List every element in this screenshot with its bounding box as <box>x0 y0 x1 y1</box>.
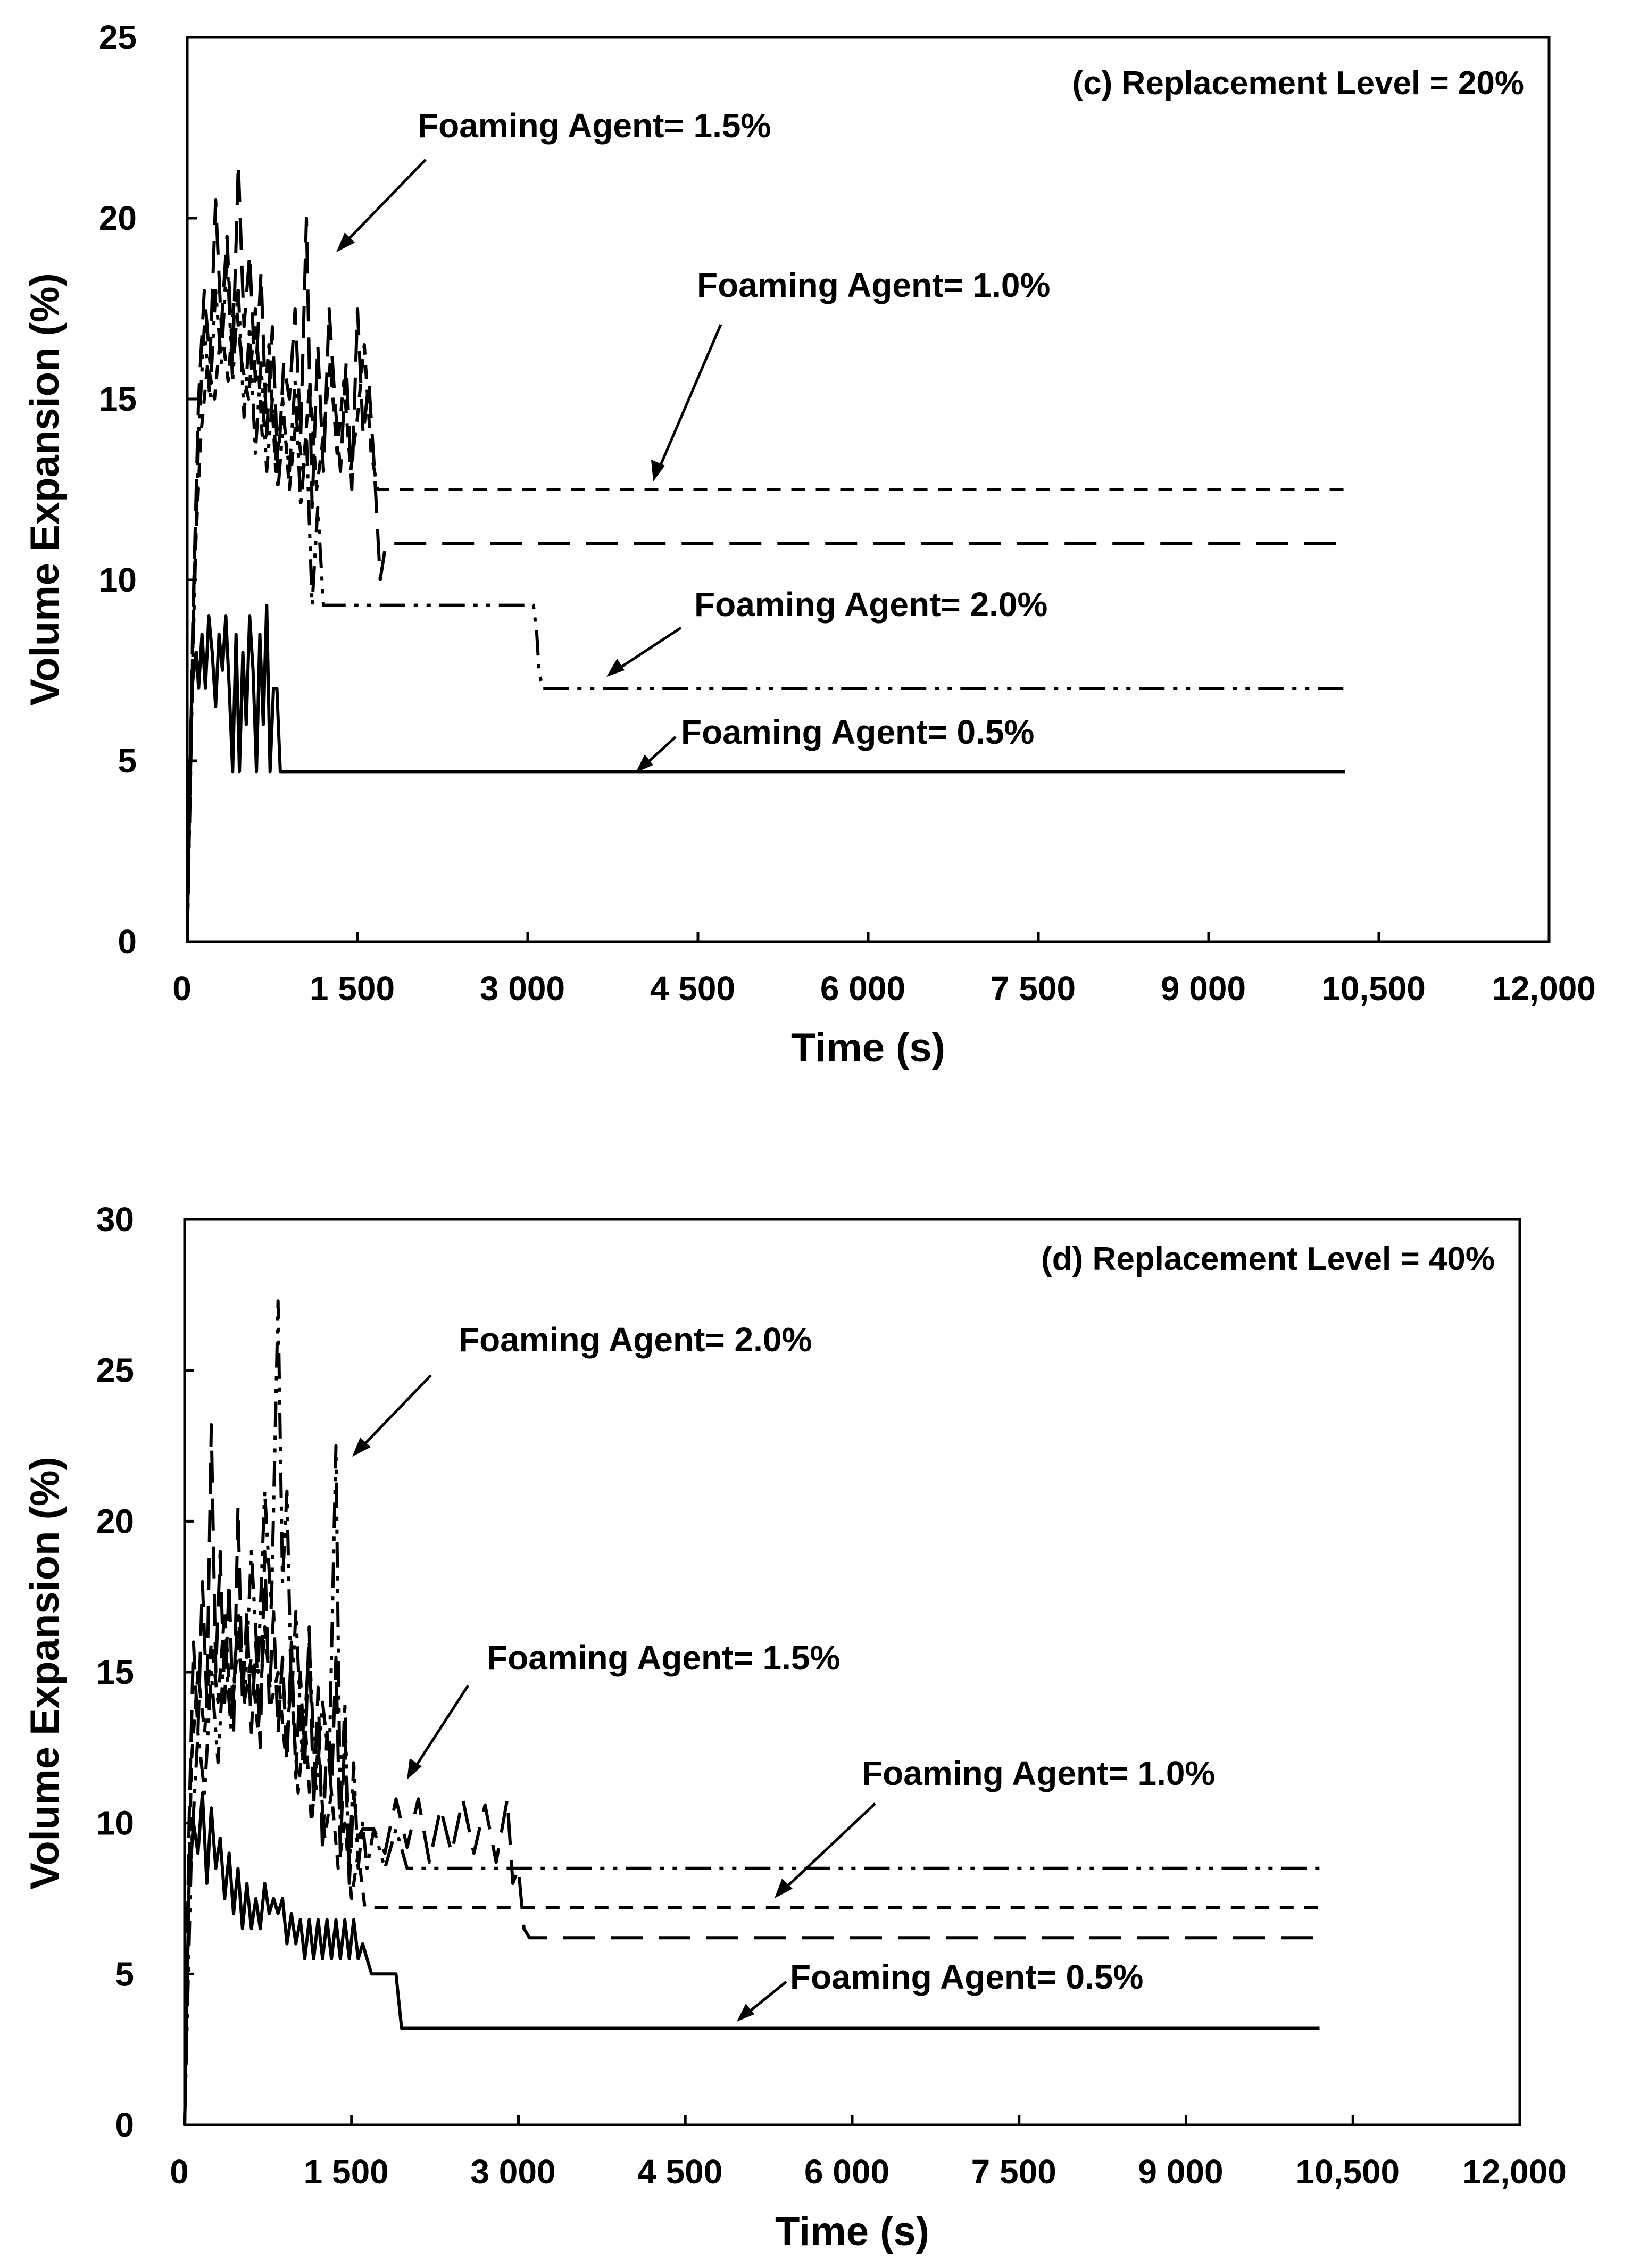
x-tick-label: 0 <box>172 969 192 1008</box>
x-tick-label: 6 000 <box>820 969 905 1008</box>
y-ticks-d: 0 5 10 15 20 25 30 <box>96 1200 194 2144</box>
series-line-c-0p5 <box>186 603 1345 942</box>
y-axis-title-d: Volume Expansion (%) <box>22 1457 68 1890</box>
annotation-arrow-d-0p5 <box>737 1981 787 2022</box>
annotation-d-1p5: Foaming Agent= 1.5% <box>487 1639 840 1677</box>
annotation-c-2p0: Foaming Agent= 2.0% <box>694 585 1047 624</box>
annotation-arrow-c-1p0 <box>651 324 722 481</box>
series-group-c <box>186 162 1345 942</box>
y-tick-label: 15 <box>96 1653 134 1691</box>
panel-title-d: (d) Replacement Level = 40% <box>1041 1241 1495 1277</box>
series-group-d <box>183 1299 1320 2125</box>
x-tick-label: 3 000 <box>470 2153 555 2191</box>
annotation-d-1p0: Foaming Agent= 1.0% <box>862 1754 1215 1792</box>
x-tick-label: 9 000 <box>1161 969 1246 1008</box>
y-tick-label: 10 <box>99 561 137 599</box>
series-line-d-0p5 <box>183 1791 1320 2125</box>
x-tick-label: 10,500 <box>1321 969 1426 1008</box>
annotation-arrow-d-2p0 <box>352 1374 432 1457</box>
annotation-arrow-d-1p0 <box>775 1802 876 1898</box>
series-line-c-2p0 <box>186 253 1345 942</box>
panel-title-c: (c) Replacement Level = 20% <box>1072 65 1524 102</box>
x-tick-label: 6 000 <box>804 2153 889 2191</box>
y-tick-label: 25 <box>99 18 137 56</box>
x-tick-label: 7 500 <box>991 969 1076 1008</box>
y-tick-label: 0 <box>115 2106 134 2144</box>
annotation-d-2p0: Foaming Agent= 2.0% <box>459 1320 812 1359</box>
x-tick-label: 7 500 <box>971 2153 1056 2191</box>
x-axis-title-c: Time (s) <box>791 1025 945 1070</box>
x-tick-label: 12,000 <box>1492 969 1596 1008</box>
annotation-c-0p5: Foaming Agent= 0.5% <box>681 713 1034 751</box>
x-tick-label: 10,500 <box>1295 2153 1400 2191</box>
x-tick-label: 1 500 <box>304 2153 389 2191</box>
x-tick-label: 12,000 <box>1462 2153 1567 2191</box>
annotation-c-1p0: Foaming Agent= 1.0% <box>697 266 1050 304</box>
y-tick-label: 0 <box>118 923 137 961</box>
x-tick-label: 0 <box>170 2153 189 2191</box>
x-tick-label: 9 000 <box>1138 2153 1223 2191</box>
chart-panel-d: 0 5 10 15 20 25 30 0 1 500 3 000 4 500 6 000 7 500 9… <box>22 1200 1567 2254</box>
x-tick-label: 4 500 <box>637 2153 722 2191</box>
x-tick-label: 3 000 <box>480 969 565 1008</box>
y-tick-label: 20 <box>96 1502 134 1540</box>
y-axis-title-c: Volume Expansion (%) <box>22 273 68 706</box>
y-tick-label: 5 <box>115 1955 134 1993</box>
series-line-c-1p5 <box>186 162 1345 942</box>
series-line-d-2p0 <box>183 1299 1320 2125</box>
annotation-d-0p5: Foaming Agent= 0.5% <box>790 1958 1143 1996</box>
y-tick-label: 25 <box>96 1351 134 1390</box>
chart-panel-c: 0 5 10 15 20 25 0 1 500 3 000 4 500 6 000 7 500 9 0… <box>22 18 1596 1070</box>
y-tick-label: 30 <box>96 1200 134 1239</box>
x-tick-label: 4 500 <box>650 969 735 1008</box>
x-ticks-c: 0 1 500 3 000 4 500 6 000 7 500 9 000 10,500 12,… <box>172 932 1596 1008</box>
annotation-arrow-c-2p0 <box>606 626 682 677</box>
x-axis-title-d: Time (s) <box>775 2209 929 2254</box>
x-ticks-d: 0 1 500 3 000 4 500 6 000 7 500 9 000 10,500 12,… <box>170 2115 1567 2191</box>
y-tick-label: 15 <box>99 380 137 418</box>
y-ticks-c: 0 5 10 15 20 25 <box>99 18 197 961</box>
y-tick-label: 5 <box>118 742 137 780</box>
annotation-arrow-c-0p5 <box>636 736 677 772</box>
y-tick-label: 20 <box>99 199 137 237</box>
series-line-d-1p5 <box>183 1423 1320 2125</box>
annotation-c-1p5: Foaming Agent= 1.5% <box>418 106 771 145</box>
y-tick-label: 10 <box>96 1804 134 1842</box>
annotation-arrow-c-1p5 <box>336 159 427 252</box>
x-tick-label: 1 500 <box>310 969 395 1008</box>
annotation-arrow-d-1p5 <box>407 1684 470 1780</box>
